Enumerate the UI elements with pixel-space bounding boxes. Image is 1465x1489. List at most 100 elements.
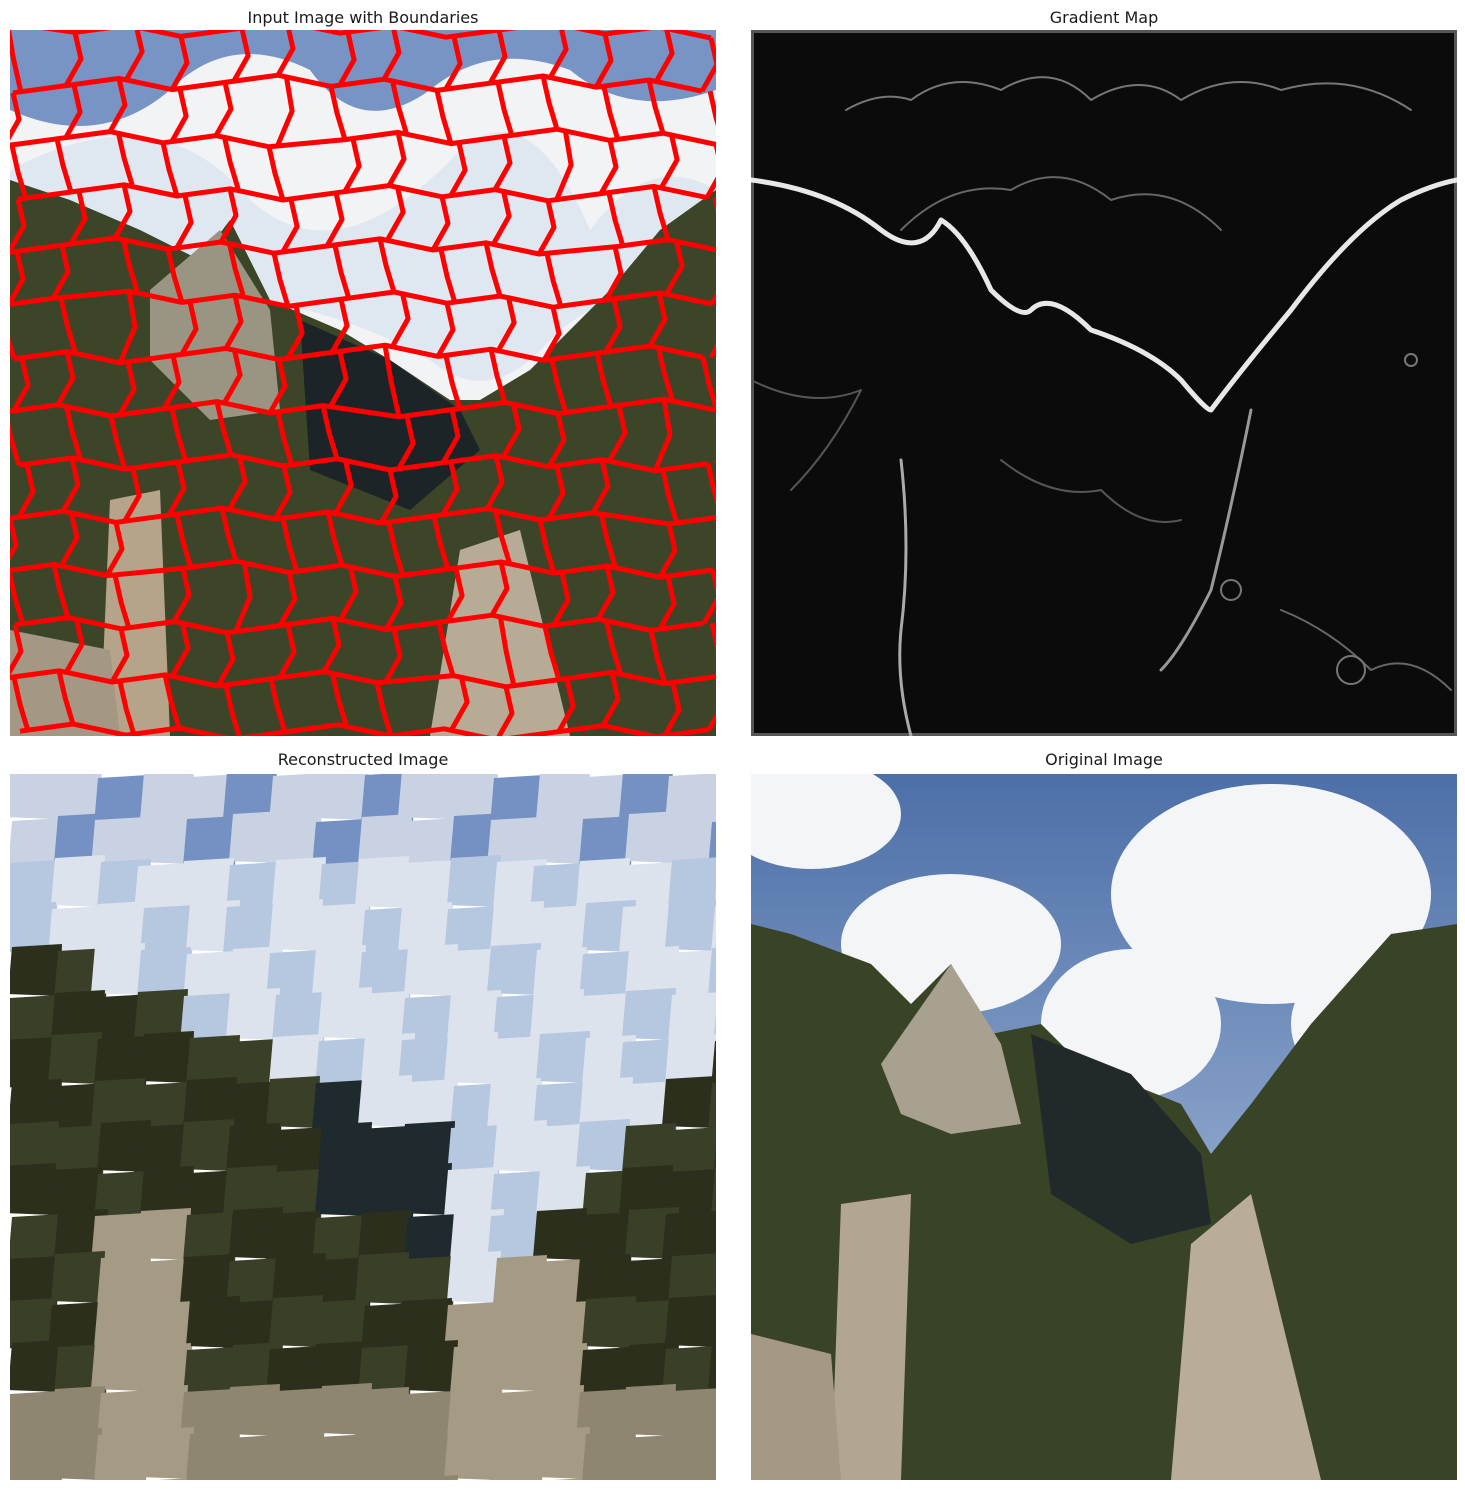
- superpixel-cell: [10, 1121, 59, 1173]
- superpixel-cell: [490, 1432, 544, 1480]
- texture-edge-1: [751, 379, 862, 491]
- boundary-segment: [54, 138, 74, 193]
- rock-face: [150, 230, 280, 420]
- boundary-segment: [382, 629, 403, 685]
- boundary-segment: [10, 358, 31, 414]
- superpixel-cell: [51, 1386, 105, 1438]
- superpixel-cell: [404, 1079, 458, 1131]
- superpixel-cell: [490, 901, 544, 953]
- boundary-segment: [336, 32, 357, 88]
- superpixel-cell: [226, 1123, 280, 1175]
- boundary-segment: [324, 192, 345, 248]
- boundary-segment: [67, 191, 88, 247]
- superpixel-cell: [536, 1031, 590, 1083]
- boundary-segment: [488, 348, 508, 404]
- superpixel-cell: [579, 951, 633, 1003]
- superpixel-cell: [582, 1473, 633, 1480]
- boundary-segment: [267, 359, 288, 415]
- boundary-row-line: [17, 182, 708, 204]
- boundary-segment: [540, 75, 560, 130]
- boundary-segment: [444, 568, 465, 624]
- boundary-segment: [227, 454, 248, 510]
- superpixel-cell: [272, 1253, 326, 1305]
- superpixel-cell: [137, 1343, 191, 1395]
- boundary-segment: [395, 416, 416, 472]
- superpixel-cell: [576, 858, 630, 910]
- boundary-segment: [218, 188, 239, 244]
- superpixel-cell: [668, 857, 716, 909]
- boundary-segment: [536, 200, 557, 256]
- boundary-segment: [491, 189, 512, 245]
- boundary-segment: [438, 249, 458, 304]
- boundary-segment: [112, 575, 132, 630]
- boundary-row-line: [18, 452, 709, 474]
- superpixel-cell: [272, 857, 326, 909]
- superpixel-cell: [94, 1297, 148, 1349]
- superpixel-cell: [490, 1474, 541, 1480]
- boundary-segment: [63, 31, 84, 87]
- superpixel-cell: [315, 1434, 369, 1480]
- superpixel-cell: [10, 1391, 59, 1443]
- superpixel-cell: [269, 1430, 323, 1480]
- boundary-segment: [496, 295, 517, 351]
- boundary-segment: [223, 685, 242, 736]
- superpixel-cell: [444, 774, 498, 823]
- boundary-segment: [385, 185, 406, 241]
- superpixel-cell: [269, 1034, 323, 1086]
- boundary-segment: [655, 345, 675, 400]
- boundary-segment: [108, 415, 128, 470]
- superpixel-cell: [140, 774, 194, 822]
- boundary-row-line: [41, 30, 712, 41]
- boundary-segment: [598, 139, 619, 195]
- superpixel-cell: [536, 1427, 590, 1479]
- superpixel-cell: [487, 1078, 541, 1130]
- boundary-segment: [121, 468, 142, 524]
- boundary-segment: [657, 523, 678, 579]
- superpixel-cell: [94, 1036, 148, 1088]
- boundary-segment: [484, 455, 505, 511]
- boundary-segment: [431, 515, 451, 570]
- superpixel-cell: [711, 1478, 716, 1480]
- boundary-segment: [607, 405, 628, 461]
- boundary-segment: [63, 404, 83, 459]
- boundary-segment: [328, 351, 349, 407]
- texture-edge-2: [1000, 459, 1182, 523]
- superpixel-cell: [711, 774, 716, 819]
- boundary-segment: [169, 35, 190, 91]
- boundary-segment: [169, 408, 189, 463]
- superpixel-cell: [266, 1076, 320, 1128]
- boundary-segment: [266, 146, 286, 201]
- boundary-segment: [603, 246, 624, 302]
- boundary-segment: [116, 362, 137, 418]
- boundary-segment: [545, 466, 566, 522]
- superpixel-cell: [533, 1343, 587, 1395]
- boundary-segment: [483, 242, 503, 297]
- superpixel-cell: [355, 991, 409, 1043]
- boundary-segment: [62, 85, 83, 141]
- gradient-edges: [751, 76, 1457, 736]
- superpixel-cell: [223, 1165, 277, 1217]
- superpixel-cell: [708, 1082, 716, 1131]
- superpixel-cell: [407, 1475, 458, 1480]
- superpixel-cell: [533, 947, 587, 999]
- superpixel-cell: [619, 1435, 673, 1480]
- superpixel-cell: [10, 944, 62, 996]
- superpixel-cell: [91, 943, 145, 995]
- superpixel-cell: [272, 1127, 326, 1179]
- superpixel-cell: [51, 1125, 105, 1177]
- superpixel-cell: [183, 1077, 237, 1129]
- superpixel-cell: [180, 858, 234, 910]
- boundary-segment: [10, 145, 29, 200]
- boundary-segment: [222, 347, 243, 403]
- superpixel-cell: [708, 947, 716, 996]
- boundary-segment: [600, 671, 621, 727]
- boundary-segment: [55, 351, 76, 407]
- boundary-segment: [704, 144, 716, 199]
- panel-title-original: Original Image: [1045, 750, 1163, 769]
- boundary-segment: [386, 131, 407, 187]
- boundary-segment: [117, 681, 137, 736]
- boundary-segment: [435, 302, 456, 358]
- superpixel-cell: [315, 1038, 369, 1090]
- boundary-segment: [664, 239, 685, 295]
- superpixel-cell: [665, 1430, 716, 1480]
